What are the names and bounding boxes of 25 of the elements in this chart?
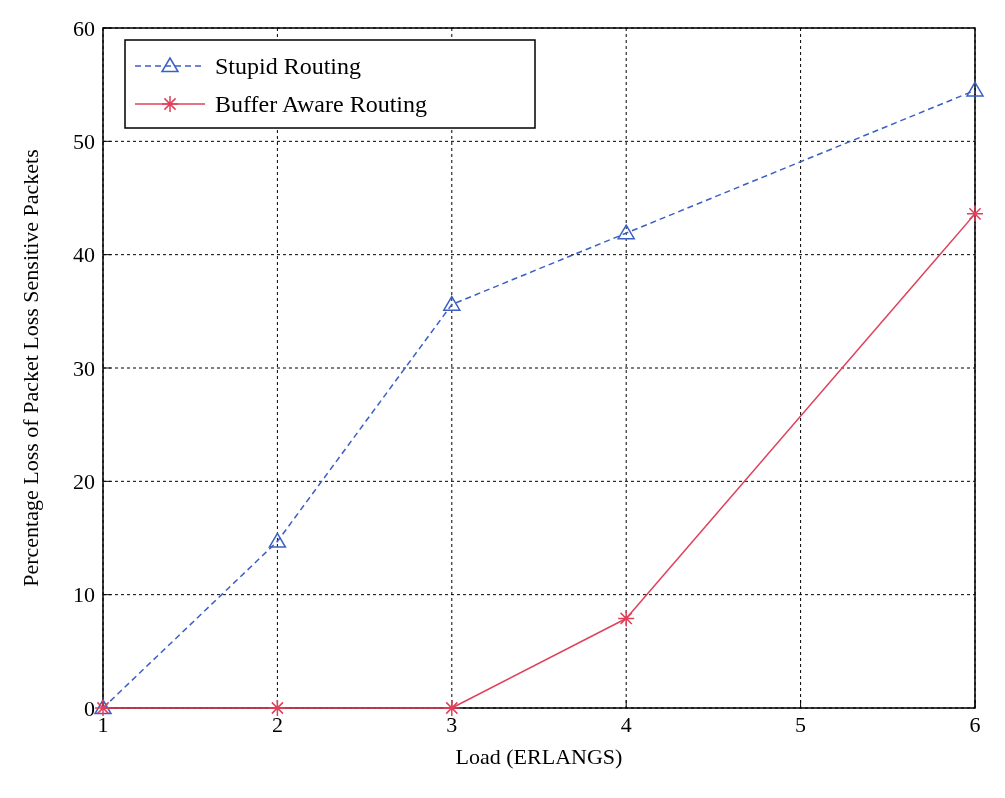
point	[966, 81, 984, 97]
y-tick-label: 60	[73, 15, 95, 41]
point	[617, 224, 635, 240]
x-tick-label: 6	[969, 712, 981, 737]
legend-label: Buffer Aware Routing	[215, 91, 427, 118]
legend-label: Stupid Routing	[215, 53, 362, 80]
point	[966, 205, 984, 223]
y-tick-label: 10	[73, 582, 95, 608]
x-tick-label: 1	[97, 712, 109, 737]
y-tick-label: 0	[84, 695, 95, 721]
y-axis-title: Percentage Loss of Packet Loss Sensitive Packets	[18, 149, 43, 587]
x-tick-label: 5	[795, 712, 807, 737]
y-tick-label: 30	[73, 355, 95, 381]
y-tick-label: 40	[73, 242, 95, 268]
point	[268, 699, 287, 717]
point	[268, 532, 287, 548]
x-tick-label: 3	[446, 712, 458, 737]
point	[617, 609, 635, 628]
x-tick-label: 4	[620, 712, 632, 737]
y-tick-label: 20	[73, 469, 95, 495]
y-tick-label: 50	[73, 129, 95, 155]
point	[443, 295, 461, 311]
point	[443, 699, 461, 717]
x-tick-label: 2	[271, 712, 283, 737]
x-axis-title: Load (ERLANGS)	[455, 744, 623, 769]
